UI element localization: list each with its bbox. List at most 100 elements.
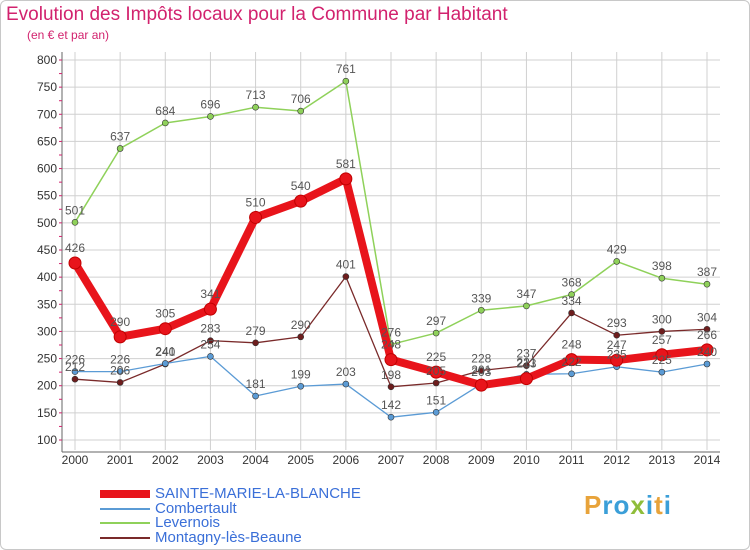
data-label: 181 bbox=[246, 377, 266, 391]
data-label: 300 bbox=[652, 312, 672, 326]
y-tick-label: 150 bbox=[37, 406, 57, 420]
data-label: 279 bbox=[246, 324, 266, 338]
data-label: 696 bbox=[200, 97, 220, 111]
chart-title: Evolution des Impôts locaux pour la Comm… bbox=[6, 4, 508, 25]
series-point bbox=[613, 331, 621, 339]
data-label: 540 bbox=[291, 179, 311, 193]
x-tick-label: 2009 bbox=[468, 453, 495, 467]
logo-letter: t bbox=[654, 490, 664, 520]
data-label: 237 bbox=[516, 347, 536, 361]
series-point bbox=[387, 413, 395, 421]
data-label: 203 bbox=[336, 365, 356, 379]
logo-letter: x bbox=[630, 490, 646, 520]
y-tick-label: 500 bbox=[37, 216, 57, 230]
data-label: 226 bbox=[110, 353, 130, 367]
data-label: 290 bbox=[110, 315, 130, 329]
logo-letter: r bbox=[602, 490, 614, 520]
data-label: 247 bbox=[607, 338, 627, 352]
data-label: 401 bbox=[336, 258, 356, 272]
series-point bbox=[158, 322, 172, 336]
axes: 100 150 200 250 300 350 400 450 500 550 600 650 700 7… bbox=[37, 52, 721, 467]
legend-swatch bbox=[100, 490, 150, 498]
series-point bbox=[429, 365, 443, 379]
data-label: 706 bbox=[291, 92, 311, 106]
data-label: 293 bbox=[607, 316, 627, 330]
x-tick-label: 2002 bbox=[152, 453, 179, 467]
series-point bbox=[203, 302, 217, 316]
data-label: 290 bbox=[291, 318, 311, 332]
y-tick-label: 450 bbox=[37, 243, 57, 257]
data-label: 501 bbox=[65, 203, 85, 217]
data-label: 339 bbox=[471, 291, 491, 305]
data-label: 305 bbox=[155, 307, 175, 321]
data-label: 510 bbox=[246, 195, 266, 209]
data-label: 248 bbox=[562, 338, 582, 352]
data-label: 222 bbox=[562, 355, 582, 369]
x-tick-label: 2013 bbox=[649, 453, 676, 467]
data-label: 201 bbox=[471, 363, 491, 377]
series-point bbox=[432, 379, 440, 387]
series-point bbox=[297, 333, 305, 341]
series-point bbox=[519, 372, 533, 386]
legend-label: Montagny-lès-Beaune bbox=[155, 529, 302, 546]
data-label: 684 bbox=[155, 104, 175, 118]
data-label: 387 bbox=[697, 265, 717, 279]
data-label: 398 bbox=[652, 259, 672, 273]
series-point bbox=[297, 382, 305, 390]
data-label: 198 bbox=[381, 368, 401, 382]
y-tick-label: 200 bbox=[37, 379, 57, 393]
x-tick-label: 2014 bbox=[694, 453, 721, 467]
y-tick-label: 250 bbox=[37, 352, 57, 366]
logo-letter: i bbox=[663, 490, 672, 520]
x-tick-label: 2007 bbox=[378, 453, 405, 467]
series-point bbox=[116, 145, 124, 152]
data-label: 225 bbox=[652, 353, 672, 367]
series-point bbox=[432, 329, 440, 337]
series-point bbox=[342, 77, 350, 85]
x-tick-label: 2000 bbox=[62, 453, 89, 467]
series-point bbox=[339, 172, 353, 186]
data-label: 426 bbox=[65, 241, 85, 255]
series-point bbox=[161, 360, 169, 367]
y-tick-label: 300 bbox=[37, 324, 57, 338]
data-label: 713 bbox=[246, 88, 266, 102]
data-label: 248 bbox=[381, 338, 401, 352]
y-tick-label: 700 bbox=[37, 107, 57, 121]
y-tick-label: 750 bbox=[37, 80, 57, 94]
data-label: 341 bbox=[200, 287, 220, 301]
data-label: 213 bbox=[516, 357, 536, 371]
series-point bbox=[249, 210, 263, 224]
data-label: 581 bbox=[336, 157, 356, 171]
y-tick-label: 100 bbox=[37, 433, 57, 447]
x-tick-label: 2001 bbox=[107, 453, 134, 467]
series-point bbox=[474, 378, 488, 392]
series-point bbox=[71, 219, 79, 226]
series-point bbox=[161, 119, 169, 127]
logo-letter: P bbox=[584, 490, 603, 520]
series-point bbox=[252, 103, 259, 111]
legend-swatch bbox=[100, 522, 150, 524]
data-label: 240 bbox=[697, 345, 717, 359]
series-point bbox=[523, 362, 530, 369]
proxiti-logo: Proxiti bbox=[584, 490, 672, 521]
data-label: 228 bbox=[471, 352, 491, 366]
series-point bbox=[655, 348, 669, 362]
series-point bbox=[207, 337, 214, 344]
data-label: 637 bbox=[110, 129, 130, 143]
logo-letter: i bbox=[645, 490, 655, 520]
series-point bbox=[703, 325, 711, 333]
series-point bbox=[116, 368, 124, 375]
data-label: 254 bbox=[200, 337, 220, 351]
series-point bbox=[703, 280, 711, 288]
x-tick-label: 2011 bbox=[559, 453, 585, 467]
legend-label: Combertault bbox=[155, 500, 237, 517]
data-label: 221 bbox=[516, 355, 536, 369]
series-point bbox=[477, 306, 485, 314]
data-label: 304 bbox=[697, 310, 717, 324]
series-point bbox=[252, 392, 259, 400]
series-point bbox=[658, 328, 666, 335]
series-point bbox=[568, 370, 575, 378]
legend-label: Levernois bbox=[155, 514, 221, 531]
x-tick-label: 2004 bbox=[242, 453, 269, 467]
